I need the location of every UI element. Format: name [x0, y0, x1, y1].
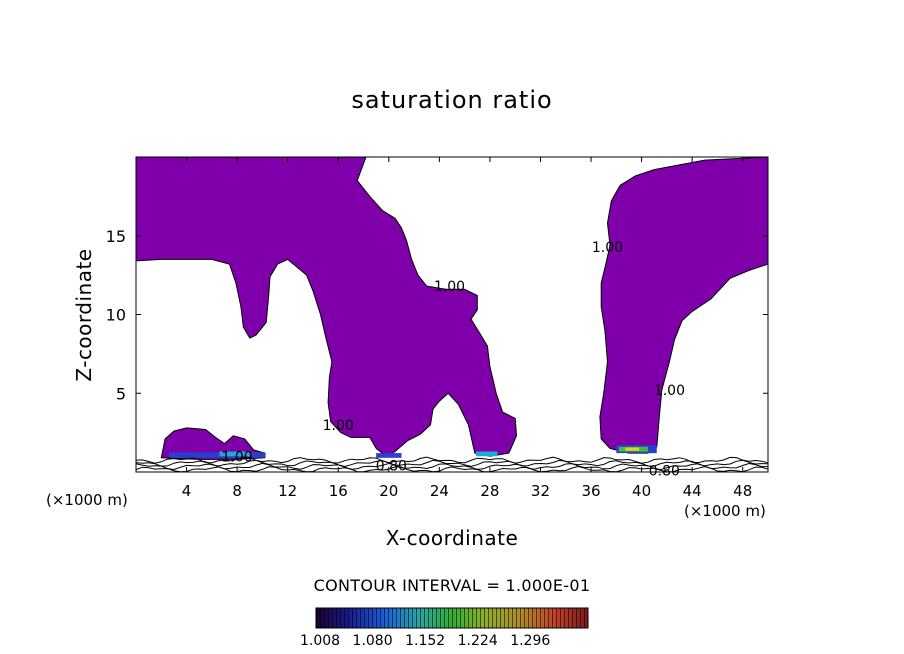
x-tick-label: 48: [733, 482, 752, 500]
colorbar-labels: 1.008 1.080 1.152 1.224 1.296: [300, 633, 558, 649]
x-tick-label: 32: [531, 482, 550, 500]
contour-lines: [135, 456, 769, 473]
saturation-core: [476, 451, 498, 457]
y-axis-label: Z-coordinate: [72, 248, 96, 382]
contour-line: [135, 465, 769, 473]
supersaturated-region: [135, 156, 769, 460]
colorbar-label: 1.008: [300, 633, 341, 649]
saturation-core: [168, 452, 265, 458]
chart-title: saturation ratio: [351, 86, 553, 114]
contour-line: [135, 456, 769, 464]
x-tick-label: 24: [430, 482, 449, 500]
y-tick-label: 5: [116, 384, 126, 403]
contour-interval-text: CONTOUR INTERVAL = 1.000E-01: [313, 576, 591, 595]
x-unit-label-right: (×1000 m): [684, 502, 766, 520]
x-tick-label: 16: [329, 482, 348, 500]
x-tick-label: 40: [632, 482, 651, 500]
cloud-region-east: [599, 156, 769, 454]
colorbar: [315, 607, 589, 629]
y-tick-label: 15: [106, 227, 126, 246]
y-tick-label: 10: [106, 306, 126, 325]
x-tick-label: 8: [232, 482, 242, 500]
contour-label: 1.00: [434, 279, 465, 295]
contour-label: 0.80: [649, 463, 680, 479]
x-tick-label: 36: [581, 482, 600, 500]
contour-label: 1.00: [323, 418, 354, 434]
colorbar-label: 1.296: [510, 633, 551, 649]
contour-label: 1.00: [222, 449, 253, 465]
cloud-region-west: [135, 156, 518, 457]
x-unit-label-left: (×1000 m): [46, 491, 128, 509]
contour-line: [135, 462, 768, 471]
x-tick-label: 44: [683, 482, 702, 500]
x-tick-label: 4: [182, 482, 192, 500]
colorbar-label: 1.224: [457, 633, 498, 649]
contour-label: 0.80: [376, 459, 407, 475]
colorbar-label: 1.080: [352, 633, 393, 649]
colorbar-label: 1.152: [405, 633, 446, 649]
contour-labels: 1.00 1.00 1.00 1.00 1.00 0.80 0.80: [222, 240, 685, 480]
x-tick-label: 20: [379, 482, 398, 500]
saturation-core: [376, 453, 402, 458]
contour-line: [135, 459, 769, 468]
x-tick-label: 28: [480, 482, 499, 500]
saturation-core: [625, 447, 640, 451]
x-tick-label: 12: [278, 482, 297, 500]
saturation-core: [219, 451, 250, 457]
contour-label: 1.00: [654, 383, 685, 399]
x-axis-label: X-coordinate: [385, 526, 519, 550]
contour-label: 1.00: [592, 240, 623, 256]
colorbar-stripes: [316, 608, 588, 628]
